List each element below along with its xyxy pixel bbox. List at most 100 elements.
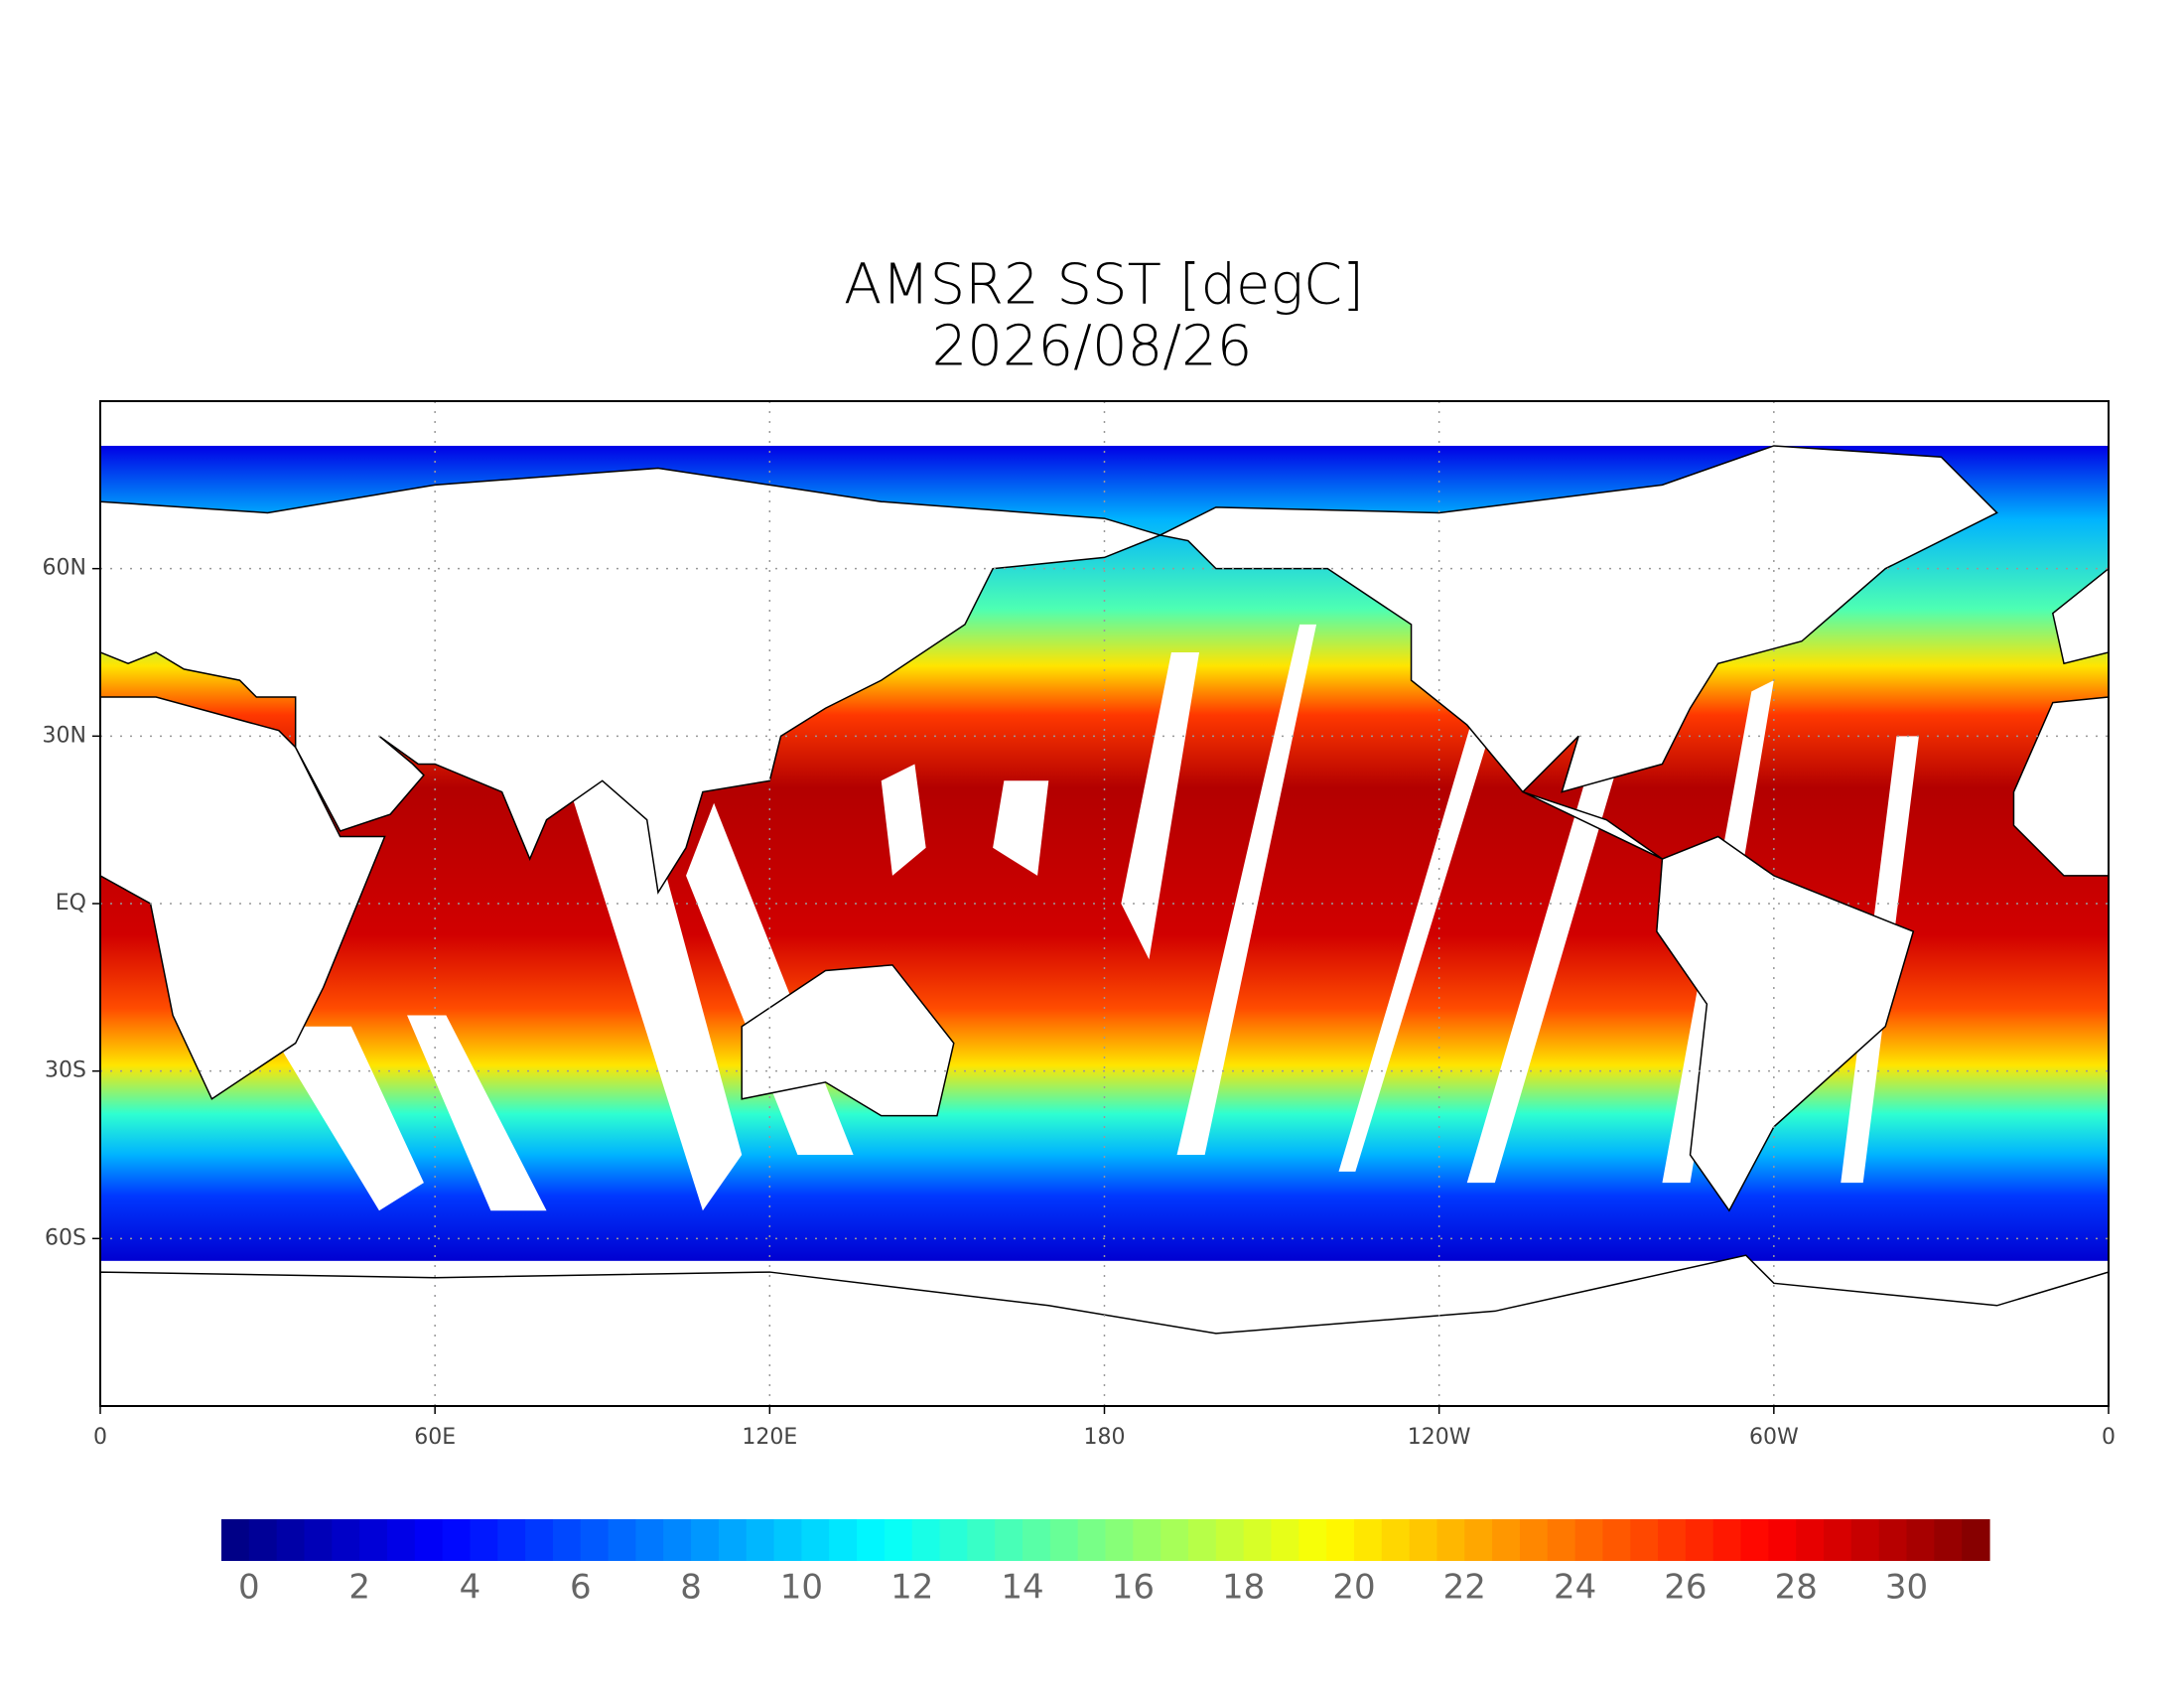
x-tick-label: 0	[2102, 1425, 2116, 1450]
colorbar-tick-label: 10	[780, 1568, 823, 1608]
map-frame	[99, 400, 2110, 1407]
colorbar-tick-label: 12	[890, 1568, 933, 1608]
colorbar-swatch	[857, 1519, 886, 1561]
colorbar-tick-label: 20	[1332, 1568, 1375, 1608]
colorbar-swatch	[1023, 1519, 1051, 1561]
colorbar-swatch	[1077, 1519, 1107, 1561]
colorbar-swatch	[276, 1519, 306, 1561]
y-tick-label: 60S	[45, 1225, 86, 1250]
colorbar-swatch	[304, 1519, 333, 1561]
colorbar-swatch	[939, 1519, 968, 1561]
colorbar-swatch	[967, 1519, 996, 1561]
colorbar-swatch	[221, 1519, 250, 1561]
colorbar-tick-label: 14	[1001, 1568, 1043, 1608]
colorbar-swatch	[995, 1519, 1024, 1561]
colorbar-swatch	[497, 1519, 526, 1561]
colorbar-swatch	[1519, 1519, 1549, 1561]
colorbar-swatch	[635, 1519, 664, 1561]
land	[2051, 567, 2109, 665]
colorbar-tick-label: 0	[238, 1568, 260, 1608]
colorbar-tick-label: 8	[680, 1568, 702, 1608]
x-tick-label: 180	[1084, 1425, 1126, 1450]
colorbar-swatch	[1326, 1519, 1355, 1561]
colorbar-swatch	[691, 1519, 720, 1561]
swath-gap	[1338, 680, 1507, 1172]
colorbar-swatch	[801, 1519, 830, 1561]
land	[741, 964, 955, 1117]
x-tick-label: 120W	[1408, 1425, 1471, 1450]
colorbar-tick-label: 26	[1664, 1568, 1706, 1608]
colorbar-swatch	[332, 1519, 360, 1561]
y-tick-label: 60N	[43, 556, 86, 581]
colorbar-swatch	[1409, 1519, 1438, 1561]
colorbar-swatch	[580, 1519, 610, 1561]
colorbar-swatch	[1436, 1519, 1465, 1561]
colorbar-tick-label: 16	[1112, 1568, 1155, 1608]
colorbar-swatch	[1796, 1519, 1825, 1561]
colorbar-swatch	[1049, 1519, 1079, 1561]
colorbar-tick-label: 18	[1222, 1568, 1265, 1608]
colorbar-swatch	[1878, 1519, 1908, 1561]
swath-gap	[1121, 652, 1200, 960]
colorbar-swatch	[1271, 1519, 1299, 1561]
x-tick-label: 0	[93, 1425, 107, 1450]
colorbar-swatch	[386, 1519, 416, 1561]
colorbar-swatch	[1133, 1519, 1161, 1561]
map-title: AMSR2 SST [degC]	[844, 252, 1364, 317]
y-tick-label: 30S	[45, 1058, 86, 1083]
colorbar-swatch	[1492, 1519, 1521, 1561]
land	[2012, 696, 2109, 877]
colorbar-swatch	[470, 1519, 498, 1561]
x-tick-label: 60E	[414, 1425, 456, 1450]
colorbar-swatch	[414, 1519, 444, 1561]
colorbar-swatch	[1685, 1519, 1714, 1561]
colorbar-swatch	[1602, 1519, 1631, 1561]
colorbar-tick-label: 4	[460, 1568, 481, 1608]
colorbar-tick-label: 22	[1443, 1568, 1486, 1608]
x-tick-label: 60W	[1749, 1425, 1799, 1450]
land	[100, 1254, 2109, 1406]
colorbar-swatch	[718, 1519, 748, 1561]
swath-gap	[267, 1026, 424, 1211]
colorbar-swatch	[1243, 1519, 1273, 1561]
colorbar-swatch	[1160, 1519, 1189, 1561]
colorbar-swatch	[359, 1519, 388, 1561]
colorbar-swatch	[525, 1519, 554, 1561]
colorbar-tick-label: 24	[1554, 1568, 1596, 1608]
colorbar-swatch	[663, 1519, 692, 1561]
colorbar-swatch	[1962, 1519, 1990, 1561]
colorbar-swatch	[829, 1519, 858, 1561]
colorbar-tick-label: 30	[1885, 1568, 1928, 1608]
colorbar-swatch	[773, 1519, 802, 1561]
y-tick-label: EQ	[56, 891, 86, 916]
land	[100, 467, 1162, 895]
colorbar-swatch	[1187, 1519, 1217, 1561]
colorbar-tick-label: 2	[348, 1568, 370, 1608]
colorbar-swatch	[1105, 1519, 1134, 1561]
colorbar-swatch	[1906, 1519, 1935, 1561]
colorbar-tick-label: 28	[1775, 1568, 1818, 1608]
colorbar-swatch	[1381, 1519, 1411, 1561]
colorbar-swatch	[1298, 1519, 1327, 1561]
colorbar-swatch	[746, 1519, 775, 1561]
land	[1158, 445, 1998, 860]
colorbar-swatch	[1464, 1519, 1493, 1561]
colorbar-swatch	[1630, 1519, 1659, 1561]
colorbar-swatch	[1824, 1519, 1852, 1561]
colorbar-swatch	[1934, 1519, 1963, 1561]
colorbar-swatch	[442, 1519, 472, 1561]
colorbar-swatch	[1768, 1519, 1797, 1561]
swath-gap	[535, 680, 743, 1211]
colorbar-swatch	[1215, 1519, 1245, 1561]
colorbar-swatch	[1658, 1519, 1687, 1561]
y-tick-label: 30N	[43, 723, 86, 748]
colorbar-swatch	[1574, 1519, 1604, 1561]
swath-gap	[1176, 624, 1317, 1155]
swath-gap	[881, 764, 926, 876]
colorbar-swatch	[1850, 1519, 1880, 1561]
colorbar-swatch	[1740, 1519, 1769, 1561]
x-tick-label: 120E	[742, 1425, 797, 1450]
colorbar-swatch	[884, 1519, 913, 1561]
swath-gap	[407, 1015, 547, 1211]
colorbar-swatch	[1353, 1519, 1383, 1561]
